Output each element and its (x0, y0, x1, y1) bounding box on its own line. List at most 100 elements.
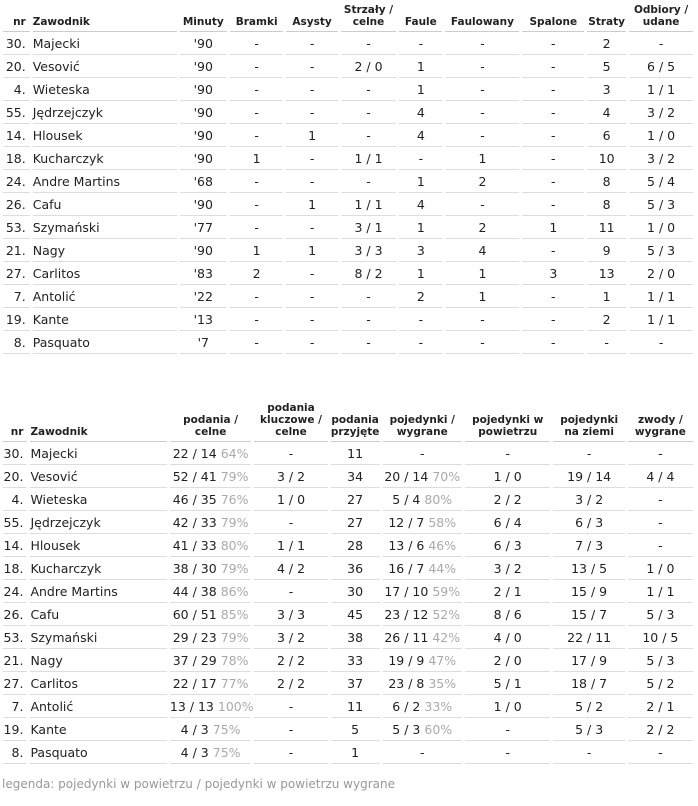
stat-percent: 78% (220, 652, 249, 668)
player-row: 27. Carlitos 22 / 17 77% 2 / 2 37 23 / 8 35% 5 /… (3, 672, 693, 695)
stat-cell: 2 / 0 (340, 55, 397, 78)
stat-cell: - (627, 511, 693, 534)
stat-cell: '22 (179, 285, 227, 308)
stat-cell: 4 (399, 193, 443, 216)
player-number: 27. (3, 672, 28, 695)
stat-cell: - (340, 78, 397, 101)
stat-cell: - (522, 170, 585, 193)
stat-cell: 17 / 9 (553, 649, 625, 672)
passing-stats-table: nr Zawodnik podania / celne podania kluczow… (0, 402, 696, 764)
stat-cell: - (229, 331, 284, 354)
stat-cell: - (340, 285, 397, 308)
stat-cell: - (286, 147, 338, 170)
stat-cell: - (445, 331, 520, 354)
player-name: Cafu (30, 603, 167, 626)
stat-cell: 6 / 3 (553, 511, 625, 534)
stat-percent: 85% (220, 606, 249, 622)
stat-cell: 22 / 14 64% (169, 442, 252, 465)
stat-cell: 4 (399, 101, 443, 124)
stat-cell: 1 / 1 (254, 534, 328, 557)
stat-cell: 2 (587, 308, 627, 331)
stat-cell: 1 / 1 (340, 193, 397, 216)
player-row: 53. Szymański 29 / 23 79% 3 / 2 38 26 / 11 42% 4… (3, 626, 693, 649)
stat-percent: 80% (220, 537, 249, 553)
player-name: Hlousek (32, 124, 177, 147)
table-body: 30. Majecki 22 / 14 64% -11- - - -20. Vesović 52 … (3, 442, 693, 764)
stat-cell: 2 / 2 (627, 718, 693, 741)
stat-percent: 59% (432, 583, 461, 599)
player-name: Szymański (30, 626, 167, 649)
player-row: 4. Wieteska '90- - -1- -3 1 / 1 (3, 78, 693, 101)
stat-value: 37 / 29 (172, 652, 217, 668)
column-header: zwody / wygrane (627, 402, 693, 442)
stat-cell: 9 (587, 239, 627, 262)
stat-cell: 2 (445, 170, 520, 193)
player-number: 19. (3, 308, 30, 331)
stat-cell: - (627, 534, 693, 557)
stat-cell: 13 (587, 262, 627, 285)
stat-cell: 17 / 10 59% (382, 580, 462, 603)
header-row: nr Zawodnik podania / celne podania kluczow… (3, 402, 693, 442)
stat-value: 13 / 6 (388, 537, 425, 553)
stat-cell: 16 / 7 44% (382, 557, 462, 580)
stat-cell: - (522, 239, 585, 262)
stat-cell: 10 / 5 (627, 626, 693, 649)
stat-cell: 1 / 1 (629, 308, 693, 331)
stat-cell: - (286, 331, 338, 354)
player-name: Pasquato (32, 331, 177, 354)
stat-cell: - (254, 718, 328, 741)
player-row: 30. Majecki '90- - - - - -2- (3, 32, 693, 55)
stat-cell: 3 / 2 (553, 488, 625, 511)
player-number: 18. (3, 557, 28, 580)
stat-cell: - (254, 580, 328, 603)
stat-cell: 1 (286, 239, 338, 262)
player-name: Vesović (30, 465, 167, 488)
stat-cell: - (522, 101, 585, 124)
stat-cell: 42 / 33 79% (169, 511, 252, 534)
stat-cell: '90 (179, 32, 227, 55)
stat-value: 6 / 2 (392, 698, 421, 714)
stat-cell: 5 / 3 (553, 718, 625, 741)
stat-cell: - (587, 331, 627, 354)
stat-cell: - (464, 741, 551, 764)
stat-cell: - (286, 32, 338, 55)
player-number: 55. (3, 101, 30, 124)
stat-cell: 45 (330, 603, 380, 626)
stat-cell: 3 (522, 262, 585, 285)
stat-cell: 1 / 1 (629, 78, 693, 101)
stat-cell: - (522, 308, 585, 331)
column-header: pojedynki / wygrane (382, 402, 462, 442)
stat-cell: - (340, 124, 397, 147)
player-number: 20. (3, 465, 28, 488)
stat-cell: 10 (587, 147, 627, 170)
stat-percent: 100% (217, 698, 254, 714)
stat-percent: 79% (220, 514, 249, 530)
stat-cell: - (627, 488, 693, 511)
stat-cell: 1 / 0 (254, 488, 328, 511)
player-name: Antolić (30, 695, 167, 718)
stat-cell: 5 / 3 (629, 239, 693, 262)
player-row: 55. Jędrzejczyk '90- - -4- -4 3 / 2 (3, 101, 693, 124)
stat-cell: 3 / 2 (629, 101, 693, 124)
player-row: 14. Hlousek '90-1-4- -6 1 / 0 (3, 124, 693, 147)
stat-cell: 2 / 2 (254, 672, 328, 695)
stat-cell: 4 / 2 (254, 557, 328, 580)
stat-cell: 2 (445, 216, 520, 239)
stat-cell: 11 (330, 442, 380, 465)
player-name: Majecki (30, 442, 167, 465)
stat-value: 38 / 30 (172, 560, 217, 576)
stat-cell: 27 (330, 488, 380, 511)
player-row: 20. Vesović 52 / 41 79% 3 / 2 34 20 / 14 70% 1 /… (3, 465, 693, 488)
stat-cell: '90 (179, 55, 227, 78)
stat-value: 22 / 14 (172, 445, 217, 461)
stat-cell: 5 / 4 80% (382, 488, 462, 511)
stat-cell: - (254, 442, 328, 465)
stat-value: 12 / 7 (388, 514, 425, 530)
stat-cell: 5 / 3 60% (382, 718, 462, 741)
stat-cell: - (340, 32, 397, 55)
stat-cell: 15 / 9 (553, 580, 625, 603)
player-number: 26. (3, 193, 30, 216)
